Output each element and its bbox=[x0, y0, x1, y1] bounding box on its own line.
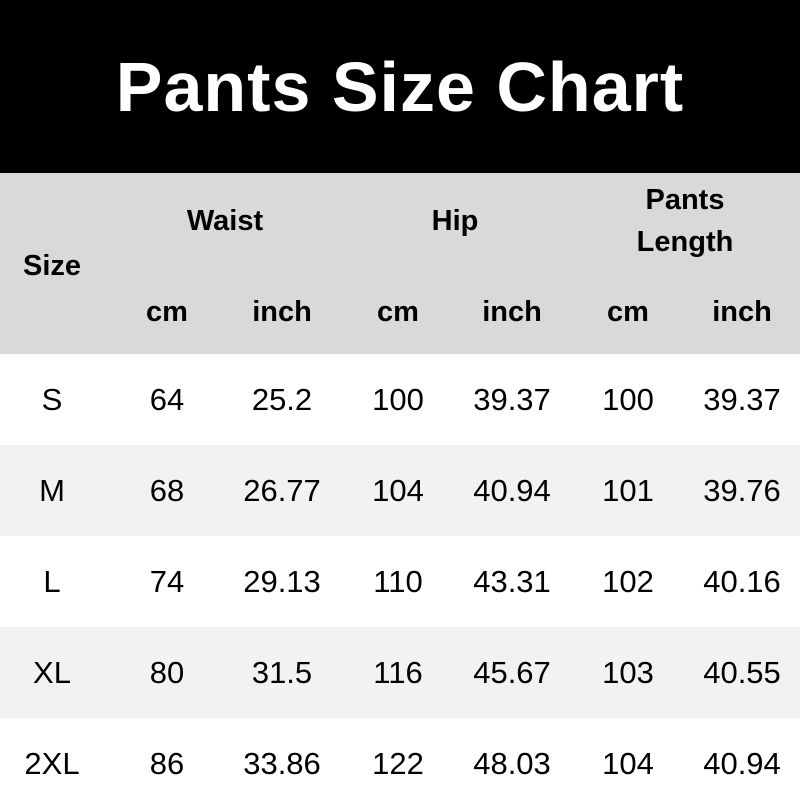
value-cell: 40.16 bbox=[703, 563, 781, 599]
unit-header: cm bbox=[146, 296, 188, 328]
size-cell: L bbox=[43, 563, 61, 599]
value-cell: 102 bbox=[602, 563, 654, 599]
size-cell: XL bbox=[33, 654, 71, 690]
unit-header: inch bbox=[482, 296, 542, 328]
value-cell: 33.86 bbox=[243, 745, 321, 781]
value-cell: 39.37 bbox=[703, 381, 781, 417]
unit-header: inch bbox=[252, 296, 312, 328]
group-header-waist: Waist bbox=[186, 205, 264, 237]
value-cell: 68 bbox=[149, 472, 185, 508]
value-cell: 40.55 bbox=[703, 654, 781, 690]
value-cell: 29.13 bbox=[243, 563, 321, 599]
table-header: Size Waist Hip Pants Length cm inch cm i… bbox=[0, 173, 800, 354]
value-cell: 31.5 bbox=[251, 654, 313, 690]
value-cell: 48.03 bbox=[473, 745, 551, 781]
unit-header: cm bbox=[377, 296, 419, 328]
group-header-hip: Hip bbox=[431, 205, 479, 237]
value-cell: 116 bbox=[373, 654, 423, 690]
size-cell: S bbox=[41, 381, 63, 417]
size-header: Size bbox=[22, 250, 82, 282]
value-cell: 45.67 bbox=[473, 654, 551, 690]
unit-header: cm bbox=[607, 296, 649, 328]
value-cell: 104 bbox=[372, 472, 424, 508]
size-cell: M bbox=[39, 472, 65, 508]
value-cell: 100 bbox=[372, 381, 424, 417]
value-cell: 64 bbox=[149, 381, 185, 417]
value-cell: 86 bbox=[149, 745, 185, 781]
value-cell: 122 bbox=[372, 745, 424, 781]
value-cell: 25.2 bbox=[251, 381, 313, 417]
group-header-pants-length: Pants Length bbox=[636, 184, 734, 258]
value-cell: 40.94 bbox=[473, 472, 551, 508]
size-cell: 2XL bbox=[24, 745, 80, 781]
table-row: M 68 26.77 104 40.94 101 39.76 bbox=[0, 445, 800, 536]
table-row: L 74 29.13 110 43.31 102 40.16 bbox=[0, 536, 800, 627]
table-row: S 64 25.2 100 39.37 100 39.37 bbox=[0, 354, 800, 445]
unit-header: inch bbox=[712, 296, 772, 328]
value-cell: 104 bbox=[602, 745, 654, 781]
value-cell: 80 bbox=[149, 654, 185, 690]
value-cell: 26.77 bbox=[243, 472, 321, 508]
value-cell: 40.94 bbox=[703, 745, 781, 781]
value-cell: 39.37 bbox=[473, 381, 551, 417]
table-row: XL 80 31.5 116 45.67 103 40.55 bbox=[0, 627, 800, 718]
value-cell: 43.31 bbox=[473, 563, 551, 599]
value-cell: 100 bbox=[602, 381, 654, 417]
value-cell: 101 bbox=[602, 472, 654, 508]
value-cell: 110 bbox=[373, 563, 423, 599]
table-body: S 64 25.2 100 39.37 100 39.37 M 68 26.77 104 40.94 1… bbox=[0, 354, 800, 809]
value-cell: 74 bbox=[149, 563, 185, 599]
value-cell: 39.76 bbox=[703, 472, 781, 508]
chart-title: Pants Size Chart bbox=[0, 0, 800, 173]
value-cell: 103 bbox=[602, 654, 654, 690]
table-row: 2XL 86 33.86 122 48.03 104 40.94 bbox=[0, 718, 800, 809]
